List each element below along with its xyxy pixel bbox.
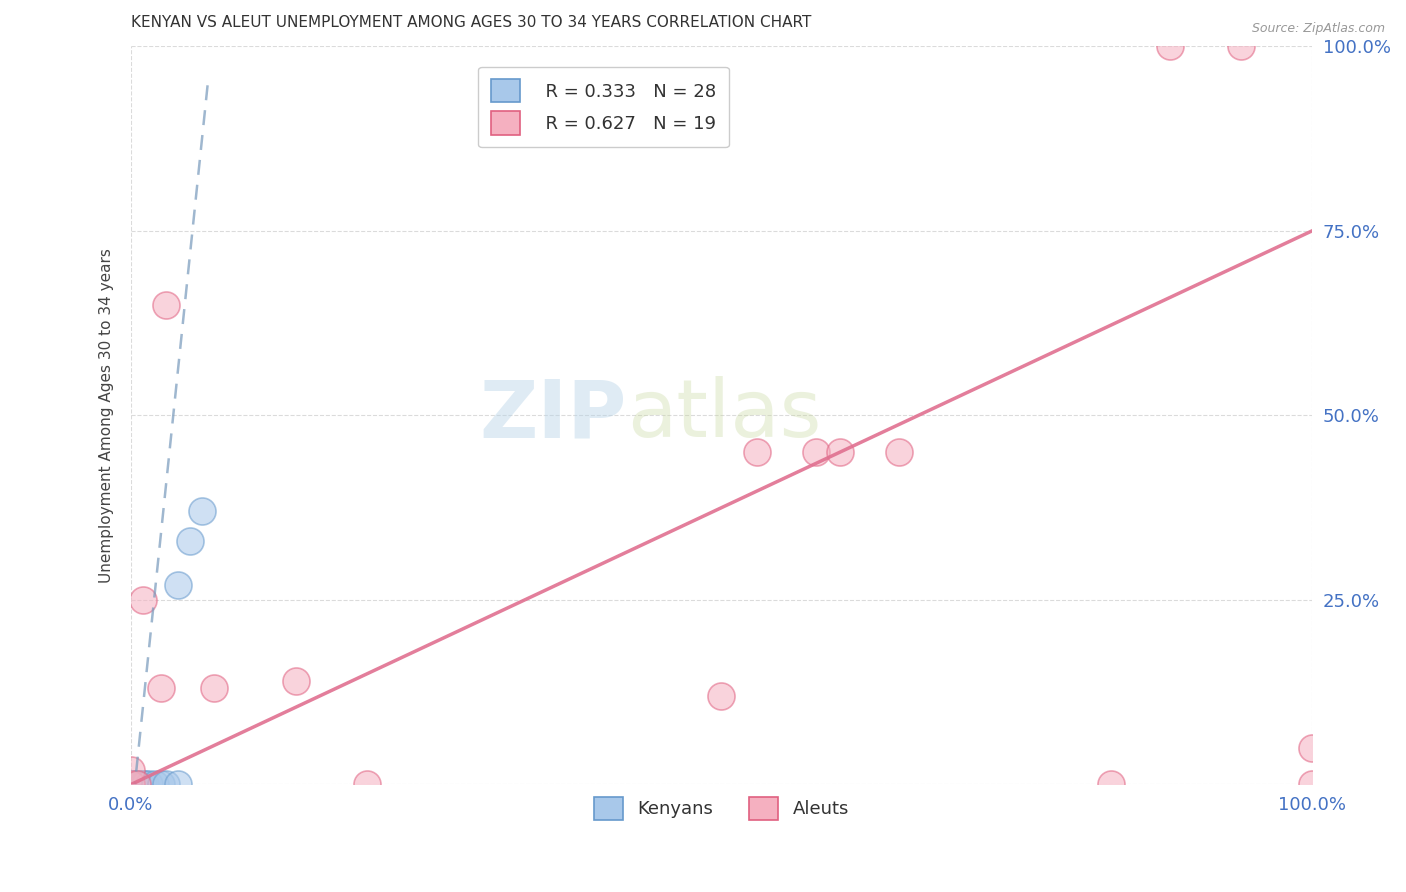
Text: KENYAN VS ALEUT UNEMPLOYMENT AMONG AGES 30 TO 34 YEARS CORRELATION CHART: KENYAN VS ALEUT UNEMPLOYMENT AMONG AGES … — [131, 15, 811, 30]
Point — [202, 681, 225, 696]
Point — [745, 445, 768, 459]
Point — [191, 504, 214, 518]
Point — [828, 445, 851, 459]
Point — [134, 777, 156, 791]
Point — [1159, 39, 1181, 54]
Point — [120, 777, 142, 791]
Point — [120, 777, 142, 791]
Point — [120, 777, 142, 791]
Point — [120, 777, 142, 791]
Point — [120, 777, 142, 791]
Point — [179, 533, 201, 548]
Point — [132, 593, 155, 607]
Point — [143, 777, 166, 791]
Point — [285, 674, 308, 689]
Point — [356, 777, 378, 791]
Point — [129, 777, 152, 791]
Point — [167, 578, 190, 592]
Point — [125, 777, 148, 791]
Point — [132, 777, 155, 791]
Point — [1099, 777, 1122, 791]
Point — [120, 777, 142, 791]
Point — [120, 777, 142, 791]
Point — [887, 445, 910, 459]
Point — [1301, 777, 1323, 791]
Text: ZIP: ZIP — [479, 376, 627, 454]
Point — [1301, 740, 1323, 755]
Point — [120, 777, 142, 791]
Point — [804, 445, 827, 459]
Text: Source: ZipAtlas.com: Source: ZipAtlas.com — [1251, 22, 1385, 36]
Legend: Kenyans, Aleuts: Kenyans, Aleuts — [586, 789, 856, 827]
Point — [710, 689, 733, 703]
Text: atlas: atlas — [627, 376, 821, 454]
Point — [120, 777, 142, 791]
Point — [125, 777, 148, 791]
Point — [155, 777, 177, 791]
Point — [120, 777, 142, 791]
Y-axis label: Unemployment Among Ages 30 to 34 years: Unemployment Among Ages 30 to 34 years — [100, 248, 114, 582]
Point — [120, 777, 142, 791]
Point — [1230, 39, 1253, 54]
Point — [120, 763, 142, 777]
Point — [138, 777, 160, 791]
Point — [120, 777, 142, 791]
Point — [120, 777, 142, 791]
Point — [120, 777, 142, 791]
Point — [167, 777, 190, 791]
Point — [149, 681, 172, 696]
Point — [149, 777, 172, 791]
Point — [120, 777, 142, 791]
Point — [155, 298, 177, 312]
Point — [120, 777, 142, 791]
Point — [120, 777, 142, 791]
